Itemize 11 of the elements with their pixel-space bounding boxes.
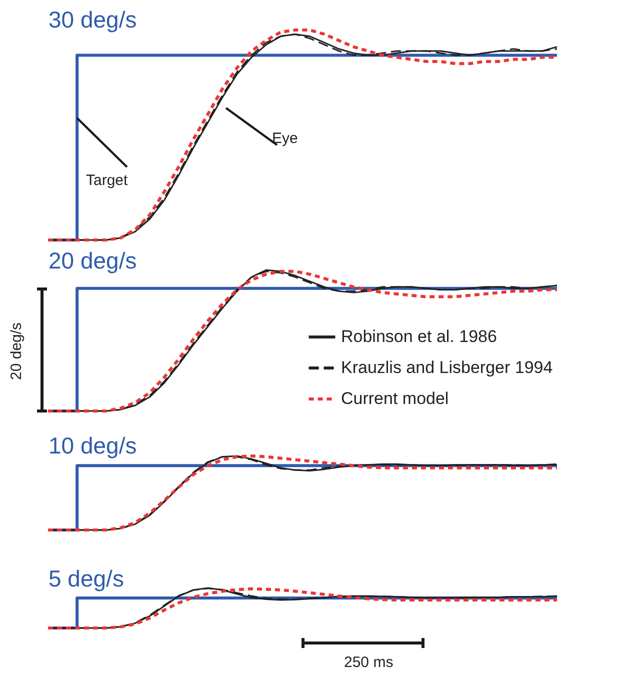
text: 250 ms (344, 654, 394, 671)
text: 20 deg/s (8, 322, 25, 380)
chart-title: 30 deg/s (48, 6, 137, 32)
legend-label: Robinson et al. 1986 (341, 327, 497, 346)
chart-title: 10 deg/s (48, 432, 137, 458)
chart-title: 5 deg/s (48, 565, 124, 592)
annotation: Target (86, 172, 128, 189)
legend-label: Krauzlis and Lisberger 1994 (341, 358, 553, 377)
annotation: Eye (272, 130, 298, 147)
legend-label: Current model (341, 389, 449, 408)
chart-title: 20 deg/s (48, 247, 137, 274)
